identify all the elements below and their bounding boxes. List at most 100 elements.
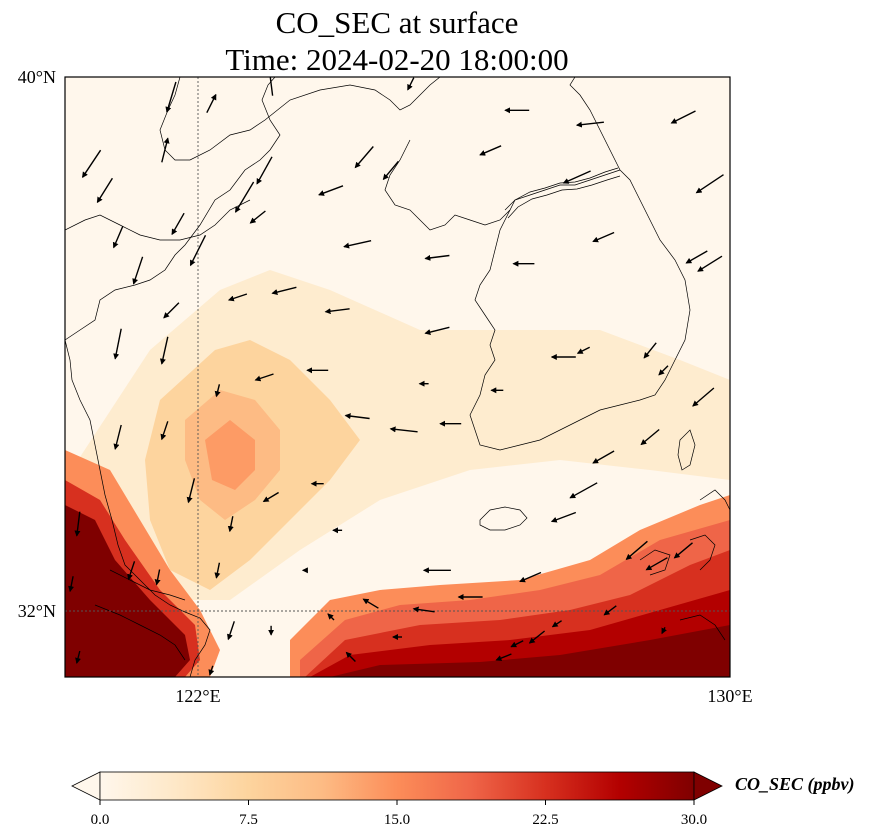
wind-vector-arrow (113, 328, 122, 360)
wind-vector-arrow (256, 156, 273, 185)
wind-vector-arrow (592, 231, 615, 243)
wind-vector-arrow (206, 93, 217, 114)
wind-vector-arrow (575, 121, 604, 128)
colorbar-gradient (99, 771, 695, 801)
lat-tick-label-32n: 32°N (18, 601, 56, 621)
wind-vector-arrow (479, 145, 502, 156)
wind-vector-arrow (227, 293, 248, 302)
wind-vector-arrow (519, 571, 542, 583)
wind-vector-arrow (344, 413, 370, 420)
wind-vector-arrow (389, 426, 418, 433)
wind-vector-arrow (82, 149, 102, 179)
wind-vector-arrow (495, 653, 512, 661)
wind-vector-arrow (249, 210, 266, 224)
coastline-korea-northeast (569, 77, 621, 171)
field-band-southeast-max (330, 625, 730, 677)
wind-vector-arrow (154, 569, 161, 586)
wind-vector-arrow (645, 557, 668, 571)
field-level-midhigh (205, 420, 255, 490)
wind-vector-arrow (271, 286, 297, 295)
lon-tick-label-122e: 122°E (175, 686, 220, 706)
wind-vector-arrow (189, 234, 207, 267)
colorbar-extend-min (71, 771, 101, 801)
wind-vector-arrow (68, 576, 75, 593)
wind-vector-arrow (234, 181, 255, 213)
coastline-korea-peninsula (469, 169, 691, 451)
wind-vector-arrow (113, 424, 122, 450)
wind-vector-arrow (625, 540, 648, 560)
wind-vector-arrow (658, 365, 669, 376)
wind-vector-arrow (424, 326, 450, 335)
wind-vector-arrow (550, 511, 577, 523)
wind-vector-arrow (685, 250, 708, 264)
wind-vector-arrow (670, 110, 696, 124)
wind-vector-arrow (562, 170, 591, 184)
wind-vector-arrow (382, 160, 399, 181)
wind-vector-arrow (227, 516, 234, 533)
longitude-ticks: 122°E 130°E (175, 686, 752, 706)
map-frame (64, 76, 731, 678)
wind-vector-arrow (643, 342, 657, 359)
coastline-liaodong (159, 77, 441, 161)
concentration-field (65, 270, 730, 677)
river-yangtze (94, 569, 186, 661)
wind-vector-arrow (412, 606, 435, 613)
lat-tick-label-40n: 40°N (18, 67, 56, 87)
colorbar-tick-label: 15.0 (384, 812, 410, 828)
wind-vector-arrow (96, 177, 113, 204)
wind-vector-arrow (267, 77, 274, 96)
wind-vector-arrow (163, 302, 180, 319)
colorbar-tick-label: 22.5 (532, 812, 558, 828)
wind-vector-arrow (661, 626, 667, 635)
wind-vector-arrow (171, 212, 185, 236)
wind-vector-arrow (161, 137, 170, 163)
wind-vector-arrow (318, 185, 344, 196)
wind-vector-arrow (592, 450, 615, 464)
wind-vector-arrow (673, 542, 693, 559)
wind-vector-arrow (528, 630, 546, 644)
wind-vector-arrow (74, 511, 81, 537)
wind-vector-arrow (510, 640, 524, 648)
wind-vector-arrow (132, 256, 144, 285)
map-panel (64, 76, 731, 678)
wind-vector-arrow (692, 387, 715, 407)
coastline-kyushu (639, 489, 730, 641)
wind-vector-arrow (362, 598, 379, 609)
coastline-china-east (65, 339, 211, 677)
colorbar-tick-label: 30.0 (681, 812, 707, 828)
coastline-jeju (479, 506, 528, 531)
wind-vector-arrow (343, 240, 372, 249)
coastlines (65, 77, 730, 677)
coastline-shandong-north (65, 77, 281, 341)
wind-vector-arrow (208, 665, 215, 676)
wind-vector-arrow (407, 77, 415, 91)
wind-vector-arrow (160, 421, 169, 441)
wind-vector-arrow (75, 650, 81, 664)
wind-vector-arrow (354, 146, 374, 169)
wind-vector-arrow (551, 620, 562, 628)
colorbar: 0.0 7.5 15.0 22.5 30.0 CO_SEC (ppbv) (71, 771, 855, 828)
colorbar-label: CO_SEC (ppbv) (735, 774, 855, 795)
wind-vector-arrow (697, 255, 723, 272)
wind-vector-arrow (603, 605, 617, 616)
wind-vector-arrow (327, 613, 335, 621)
wind-vector-arrow (159, 336, 169, 365)
colorbar-tick-label: 0.0 (91, 812, 110, 828)
wind-vector-arrow (254, 373, 274, 382)
colorbar-extend-max (693, 771, 723, 801)
wind-vector-arrow (695, 174, 724, 194)
coastline-bohai-west (65, 199, 251, 241)
latitude-ticks: 40°N 32°N (18, 67, 56, 621)
lon-tick-label-130e: 130°E (707, 686, 752, 706)
wind-vector-arrow (324, 308, 350, 315)
wind-vectors (68, 77, 724, 676)
colorbar-tick-label: 7.5 (239, 812, 258, 828)
wind-vector-arrow (262, 491, 279, 503)
wind-vector-arrow (214, 562, 221, 579)
wind-vector-arrow (424, 254, 450, 261)
map-title: CO_SEC at surface (276, 5, 519, 40)
wind-vector-arrow (345, 651, 356, 662)
wind-vector-arrow (576, 346, 591, 354)
coastline-korea-bay (384, 139, 621, 231)
